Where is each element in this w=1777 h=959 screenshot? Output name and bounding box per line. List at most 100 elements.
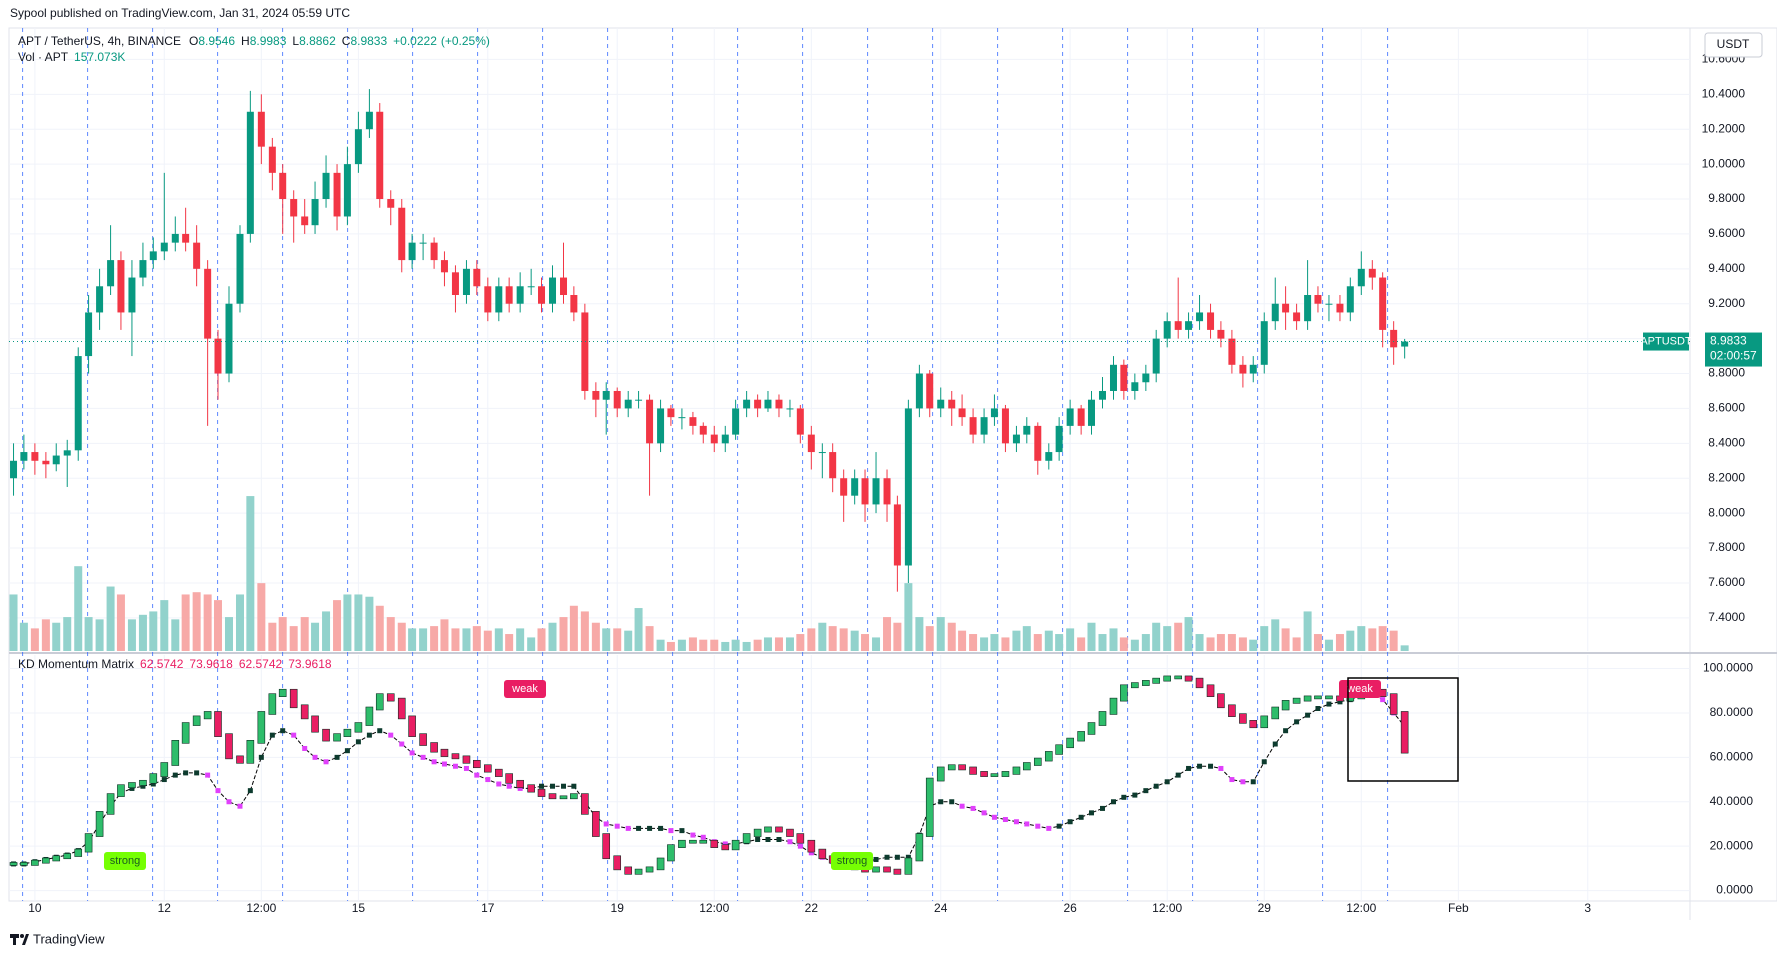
d-marker bbox=[312, 754, 318, 760]
volume-bar bbox=[839, 628, 848, 651]
x-tick-label: 19 bbox=[611, 901, 625, 915]
candle-body bbox=[160, 242, 168, 252]
k-bar bbox=[257, 711, 266, 744]
k-bar bbox=[613, 855, 622, 871]
candle-body bbox=[246, 111, 254, 234]
candle-body bbox=[117, 260, 125, 313]
d-marker bbox=[161, 777, 167, 783]
k-bar bbox=[1142, 680, 1150, 686]
candle-body bbox=[775, 399, 783, 409]
k-bar bbox=[548, 793, 557, 800]
k-bar bbox=[731, 839, 740, 851]
candle-body bbox=[840, 478, 848, 496]
k-bar bbox=[74, 848, 83, 857]
d-marker bbox=[625, 825, 631, 831]
d-marker bbox=[1240, 779, 1246, 785]
y-tick-label: 7.4000 bbox=[1708, 610, 1745, 624]
k-bar bbox=[214, 711, 222, 737]
k-bar bbox=[721, 844, 730, 851]
volume-bar bbox=[1098, 634, 1107, 651]
volume-bar bbox=[1066, 628, 1075, 651]
volume-bar bbox=[1389, 630, 1398, 651]
d-marker bbox=[517, 785, 523, 791]
k-bar bbox=[181, 722, 190, 744]
volume-bar bbox=[516, 628, 525, 651]
volume-bar bbox=[915, 617, 924, 651]
volume-bar bbox=[160, 600, 169, 651]
k-bar bbox=[386, 693, 395, 702]
volume-bar bbox=[990, 634, 999, 651]
indicator-pane bbox=[9, 675, 1409, 875]
candle-body bbox=[527, 286, 535, 288]
candle-body bbox=[387, 199, 395, 208]
candle-body bbox=[343, 164, 351, 217]
k-bar bbox=[128, 782, 136, 789]
volume-bar bbox=[1001, 637, 1010, 651]
candle-body bbox=[570, 295, 578, 313]
k-bar bbox=[1389, 693, 1398, 715]
volume-bar bbox=[1378, 626, 1387, 651]
k-bar bbox=[1022, 762, 1031, 771]
k-bar bbox=[1001, 771, 1010, 777]
candle-body bbox=[990, 408, 998, 418]
d-marker bbox=[1002, 817, 1008, 823]
candle-body bbox=[538, 286, 546, 304]
signal-badge bbox=[831, 852, 873, 870]
d-marker bbox=[884, 854, 890, 860]
volume-bar bbox=[1109, 628, 1118, 651]
k-bar bbox=[742, 833, 751, 844]
candle-body bbox=[193, 242, 201, 269]
candle-body bbox=[581, 312, 589, 391]
volume-bar bbox=[1324, 639, 1333, 651]
highlight-box bbox=[1347, 677, 1459, 782]
volume-bar bbox=[936, 617, 945, 651]
candle-body bbox=[473, 268, 481, 287]
volume-bar bbox=[1055, 634, 1064, 651]
candle-body bbox=[1077, 408, 1085, 426]
d-marker bbox=[658, 825, 664, 831]
d-marker bbox=[970, 805, 976, 811]
k-bar bbox=[192, 715, 201, 726]
k-bar bbox=[1206, 684, 1215, 697]
volume-bar bbox=[397, 622, 406, 651]
volume-bar bbox=[548, 622, 557, 651]
candle-body bbox=[1304, 295, 1312, 322]
currency-button[interactable] bbox=[1704, 32, 1763, 58]
volume-bar bbox=[1292, 637, 1301, 651]
d-marker bbox=[1175, 772, 1181, 778]
d-marker bbox=[215, 788, 221, 794]
k-bar bbox=[1195, 677, 1204, 689]
candle-body bbox=[1217, 329, 1225, 339]
signal-label: weak bbox=[1346, 683, 1373, 695]
candle-body bbox=[657, 408, 665, 444]
candle-body bbox=[904, 408, 912, 566]
currency[interactable]: USDT bbox=[1717, 37, 1750, 51]
volume-bar bbox=[1152, 622, 1161, 651]
d-marker bbox=[388, 732, 394, 738]
volume-bar bbox=[796, 634, 805, 651]
candle-body bbox=[279, 172, 287, 200]
volume-bar bbox=[925, 626, 934, 651]
x-tick-label: 12 bbox=[158, 901, 172, 915]
k-bar bbox=[31, 859, 39, 866]
volume-bar bbox=[947, 622, 956, 651]
candle-body bbox=[354, 129, 362, 165]
volume-bar bbox=[1022, 626, 1031, 651]
k-bar bbox=[1281, 700, 1290, 711]
k-bar bbox=[430, 742, 438, 753]
k-bar bbox=[139, 779, 147, 786]
d-marker bbox=[150, 781, 156, 787]
volume-bar bbox=[893, 622, 902, 651]
candle-body bbox=[1163, 321, 1171, 339]
volume-bar bbox=[246, 496, 255, 651]
k-bar bbox=[516, 779, 524, 789]
volume-bar bbox=[365, 596, 374, 651]
candle-body bbox=[1228, 338, 1236, 365]
candle-body bbox=[926, 373, 934, 409]
k-bar bbox=[419, 733, 427, 746]
k-bar bbox=[311, 715, 319, 733]
d-marker bbox=[797, 843, 803, 849]
d-marker bbox=[1132, 792, 1138, 798]
change: +0.0222 bbox=[393, 34, 437, 48]
volume-bar bbox=[494, 628, 503, 651]
